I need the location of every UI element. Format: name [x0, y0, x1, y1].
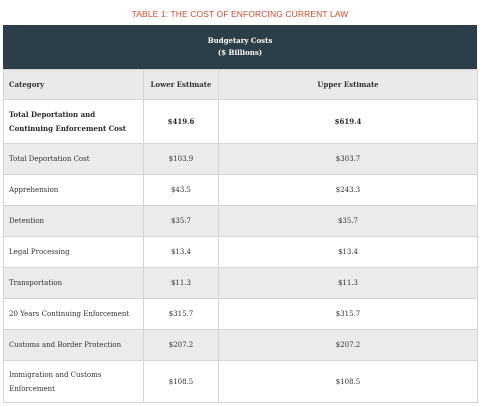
- row-lower: $35.7: [143, 205, 219, 237]
- row-lower: $103.9: [143, 143, 219, 175]
- row-lower: $315.7: [143, 298, 219, 330]
- cost-table: Budgetary Costs ($ Billions) Category Lo…: [3, 25, 478, 403]
- row-category: Legal Processing: [3, 236, 144, 268]
- row-category: Detention: [3, 205, 144, 237]
- row-upper: $13.4: [218, 236, 478, 268]
- header-row: Category Lower Estimate Upper Estimate: [3, 69, 478, 100]
- data-table: Category Lower Estimate Upper Estimate T…: [3, 69, 478, 403]
- column-header-upper: Upper Estimate: [218, 69, 478, 100]
- row-upper: $619.4: [218, 99, 478, 144]
- row-upper: $11.3: [218, 267, 478, 299]
- row-category: Customs and Border Protection: [3, 329, 144, 361]
- table-row: Legal Processing $13.4 $13.4: [3, 236, 478, 268]
- row-lower: $43.5: [143, 174, 219, 206]
- table-banner: Budgetary Costs ($ Billions): [3, 25, 477, 69]
- row-lower: $13.4: [143, 236, 219, 268]
- row-lower: $11.3: [143, 267, 219, 299]
- row-category: Total Deportation and Continuing Enforce…: [3, 99, 144, 144]
- column-header-lower: Lower Estimate: [143, 69, 219, 100]
- banner-unit: ($ Billions): [217, 48, 263, 57]
- table-row: 20 Years Continuing Enforcement $315.7 $…: [3, 298, 478, 330]
- row-upper: $108.5: [218, 360, 478, 403]
- row-lower: $108.5: [143, 360, 219, 403]
- row-category: Transportation: [3, 267, 144, 299]
- table-row: Customs and Border Protection $207.2 $20…: [3, 329, 478, 361]
- banner-heading: Budgetary Costs: [207, 36, 273, 45]
- table-row: Total Deportation Cost $103.9 $303.7: [3, 143, 478, 175]
- row-upper: $35.7: [218, 205, 478, 237]
- table-row: Detention $35.7 $35.7: [3, 205, 478, 237]
- row-upper: $207.2: [218, 329, 478, 361]
- table-row: Immigration and Customs Enforcement $108…: [3, 360, 478, 403]
- row-upper: $303.7: [218, 143, 478, 175]
- row-lower: $419.6: [143, 99, 219, 144]
- row-upper: $243.3: [218, 174, 478, 206]
- table-row: Total Deportation and Continuing Enforce…: [3, 99, 478, 144]
- table-title: TABLE 1: THE COST OF ENFORCING CURRENT L…: [131, 9, 349, 19]
- row-category: 20 Years Continuing Enforcement: [3, 298, 144, 330]
- row-category: Apprehension: [3, 174, 144, 206]
- row-lower: $207.2: [143, 329, 219, 361]
- row-category: Immigration and Customs Enforcement: [3, 360, 144, 403]
- table-row: Apprehension $43.5 $243.3: [3, 174, 478, 206]
- row-upper: $315.7: [218, 298, 478, 330]
- column-header-category: Category: [3, 69, 144, 100]
- row-category: Total Deportation Cost: [3, 143, 144, 175]
- table-row: Transportation $11.3 $11.3: [3, 267, 478, 299]
